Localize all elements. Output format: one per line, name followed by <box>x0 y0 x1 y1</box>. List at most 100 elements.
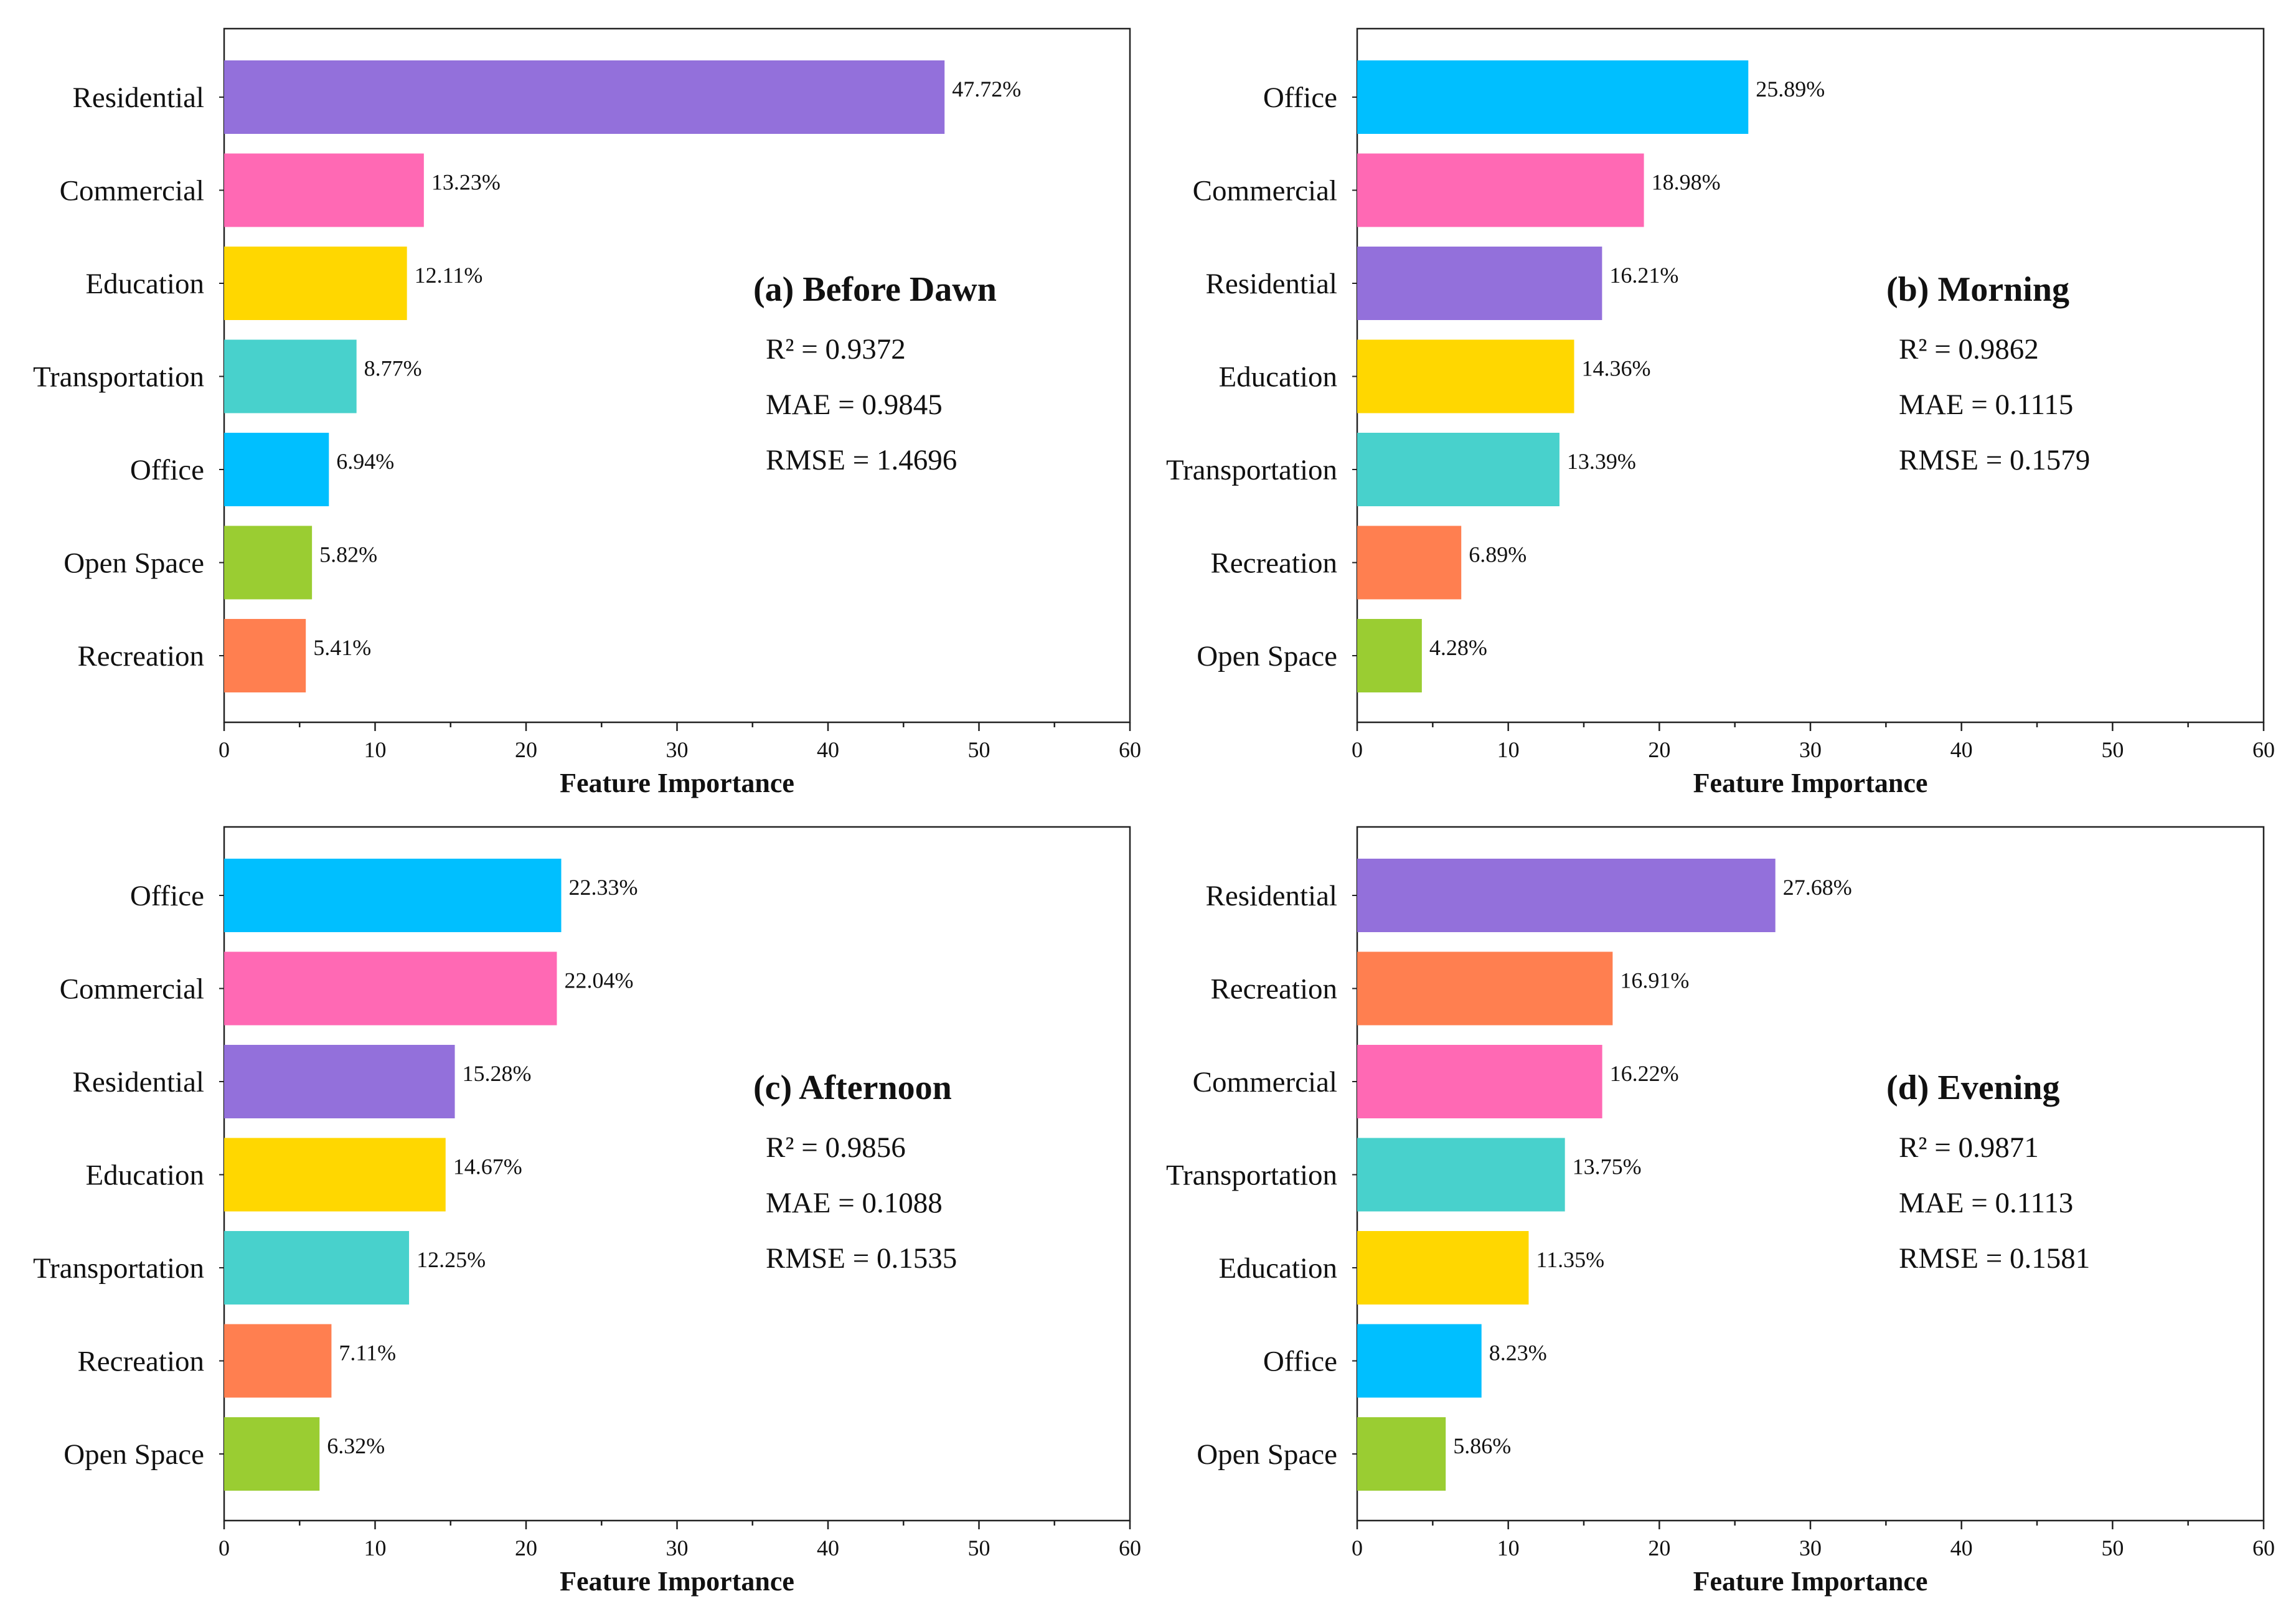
bar-transportation <box>224 1231 410 1305</box>
x-tick-label: 20 <box>515 737 537 762</box>
x-axis-label: Feature Importance <box>1693 1566 1928 1597</box>
x-tick-label: 10 <box>364 737 387 762</box>
y-tick-label: Education <box>85 268 204 300</box>
x-tick-label: 10 <box>364 1536 387 1560</box>
metric-annotation: R² = 0.9871 <box>1899 1131 2039 1164</box>
bar-residential <box>224 1045 455 1118</box>
y-tick-label: Residential <box>1206 880 1337 912</box>
y-tick-label: Commercial <box>60 175 204 207</box>
data-label: 6.89% <box>1469 542 1527 567</box>
y-tick-label: Recreation <box>1210 547 1337 580</box>
data-label: 12.11% <box>415 263 483 288</box>
y-tick-label: Education <box>85 1159 204 1192</box>
bar-education <box>224 1138 446 1212</box>
data-label: 5.86% <box>1453 1433 1511 1458</box>
bar-commercial <box>224 951 557 1026</box>
data-label: 13.39% <box>1567 449 1636 474</box>
panel-title: (b) Morning <box>1886 270 2069 309</box>
bar-recreation <box>224 619 306 692</box>
y-tick-label: Open Space <box>64 1438 204 1471</box>
data-label: 5.41% <box>313 635 371 660</box>
data-label: 4.28% <box>1429 635 1487 660</box>
panel-title: (d) Evening <box>1886 1069 2060 1107</box>
x-tick-label: 0 <box>1352 737 1363 762</box>
x-tick-label: 50 <box>2101 1536 2124 1560</box>
metric-annotation: R² = 0.9862 <box>1899 333 2039 366</box>
x-tick-label: 40 <box>817 1536 839 1560</box>
metric-annotation: RMSE = 1.4696 <box>766 444 957 476</box>
chart-panel-4: 0 10 20 30 40 50 60 Feature Importance Residenti… <box>1166 826 2275 1597</box>
data-label: 6.32% <box>327 1433 385 1458</box>
data-label: 14.67% <box>453 1154 522 1179</box>
x-tick-label: 30 <box>1799 737 1822 762</box>
x-tick-label: 10 <box>1497 1536 1520 1560</box>
x-tick-label: 20 <box>515 1536 537 1560</box>
x-tick-label: 30 <box>1799 1536 1822 1560</box>
bar-office <box>224 433 329 506</box>
bar-education <box>1357 1231 1529 1305</box>
y-tick-label: Transportation <box>1166 454 1337 486</box>
y-tick-label: Office <box>1263 82 1337 114</box>
panel-title: (c) Afternoon <box>753 1069 952 1107</box>
bar-commercial <box>1357 1045 1602 1118</box>
data-label: 16.91% <box>1620 968 1689 993</box>
x-axis-label: Feature Importance <box>1693 768 1928 798</box>
y-tick-label: Education <box>1218 361 1337 394</box>
data-label: 11.35% <box>1536 1247 1604 1272</box>
bar-commercial <box>224 153 424 227</box>
data-label: 6.94% <box>336 449 394 474</box>
x-tick-label: 20 <box>1648 1536 1670 1560</box>
metric-annotation: MAE = 0.1113 <box>1899 1187 2073 1219</box>
y-tick-label: Residential <box>73 1066 204 1098</box>
bar-transportation <box>1357 433 1560 506</box>
bar-transportation <box>224 339 357 413</box>
bar-education <box>1357 339 1574 413</box>
data-label: 5.82% <box>319 542 377 567</box>
data-label: 27.68% <box>1783 875 1852 900</box>
data-label: 25.89% <box>1756 77 1825 101</box>
y-tick-label: Open Space <box>1197 640 1337 672</box>
y-tick-label: Residential <box>1206 268 1337 300</box>
y-tick-label: Education <box>1218 1252 1337 1285</box>
x-tick-label: 40 <box>1950 1536 1973 1560</box>
y-tick-label: Open Space <box>64 547 204 580</box>
bar-office <box>224 859 562 932</box>
bar-education <box>224 247 407 320</box>
metric-annotation: R² = 0.9372 <box>766 333 906 366</box>
x-tick-label: 0 <box>1352 1536 1363 1560</box>
chart-panel-3: 0 10 20 30 40 50 60 Feature Importance Office 22.… <box>33 826 1141 1597</box>
data-label: 14.36% <box>1581 356 1650 381</box>
metric-annotation: RMSE = 0.1581 <box>1899 1242 2090 1275</box>
bar-open-space <box>1357 619 1422 692</box>
y-tick-label: Transportation <box>33 1252 204 1285</box>
bar-residential <box>1357 247 1602 320</box>
data-label: 8.77% <box>364 356 422 381</box>
bar-open-space <box>224 1417 320 1491</box>
x-axis-label: Feature Importance <box>560 768 794 798</box>
bar-residential <box>224 60 945 134</box>
bar-open-space <box>224 526 313 600</box>
data-label: 12.25% <box>416 1247 486 1272</box>
x-tick-label: 20 <box>1648 737 1670 762</box>
chart-panel-1: 0 10 20 30 40 50 60 Feature Importance Residenti… <box>33 27 1141 798</box>
bar-transportation <box>1357 1138 1565 1212</box>
data-label: 13.23% <box>431 170 501 195</box>
data-label: 15.28% <box>463 1061 532 1086</box>
y-tick-label: Office <box>130 880 204 912</box>
bar-recreation <box>224 1324 332 1398</box>
x-tick-label: 60 <box>2252 1536 2275 1560</box>
data-label: 22.04% <box>564 968 633 993</box>
y-tick-label: Commercial <box>60 973 204 1006</box>
data-label: 47.72% <box>952 77 1021 101</box>
bar-office <box>1357 60 1749 134</box>
bar-office <box>1357 1324 1482 1398</box>
data-label: 22.33% <box>569 875 638 900</box>
x-tick-label: 60 <box>2252 737 2275 762</box>
x-tick-label: 30 <box>666 1536 689 1560</box>
y-tick-label: Office <box>1263 1346 1337 1378</box>
metric-annotation: MAE = 0.1088 <box>766 1187 943 1219</box>
data-label: 7.11% <box>339 1341 396 1366</box>
x-tick-label: 50 <box>968 1536 990 1560</box>
y-tick-label: Residential <box>73 82 204 114</box>
data-label: 13.75% <box>1573 1154 1642 1179</box>
